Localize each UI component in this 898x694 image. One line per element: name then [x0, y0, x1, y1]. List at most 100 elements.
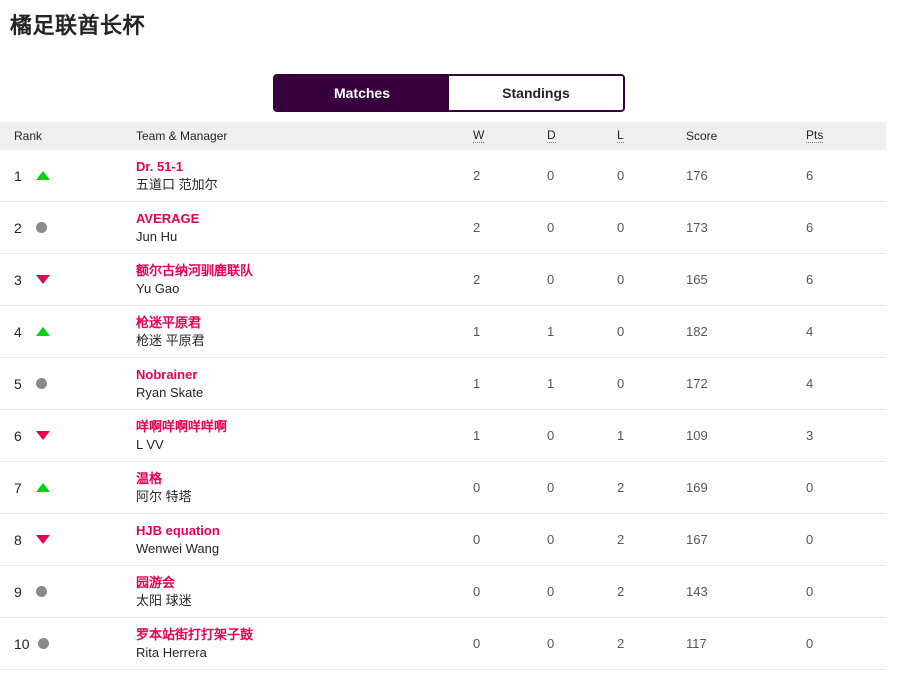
- team-manager-cell: 枪迷平原君 枪迷 平原君: [122, 306, 459, 357]
- team-name-link[interactable]: 额尔古纳河驯鹿联队: [136, 262, 254, 278]
- draws-cell: 1: [547, 376, 555, 391]
- losses-cell: 2: [617, 480, 625, 495]
- league-table-body: 1 Dr. 51-1 五道口 范加尔 2 0 0 176 6 2 AVERAGE…: [0, 150, 886, 670]
- rank-up-icon: [36, 171, 50, 180]
- draws-cell: 0: [547, 428, 555, 443]
- manager-name: 太阳 球迷: [136, 592, 192, 608]
- team-manager-cell: Nobrainer Ryan Skate: [122, 358, 459, 409]
- losses-cell: 2: [617, 584, 625, 599]
- losses-cell: 0: [617, 324, 625, 339]
- draws-cell: 0: [547, 532, 555, 547]
- view-tab-group: Matches Standings: [273, 74, 625, 112]
- rank-up-icon: [36, 327, 50, 336]
- team-manager-cell: HJB equation Wenwei Wang: [122, 514, 459, 565]
- losses-cell: 0: [617, 168, 625, 183]
- league-table: Rank Team & Manager W D L Score Pts 1 Dr…: [0, 122, 886, 670]
- table-row: 10 罗本站街打打架子鼓 Rita Herrera 0 0 2 117 0: [0, 618, 886, 670]
- tab-standings[interactable]: Standings: [449, 76, 623, 110]
- pts-cell: 0: [806, 532, 814, 547]
- column-header-pts: Pts: [806, 127, 824, 144]
- wins-cell: 0: [473, 584, 481, 599]
- rank-number: 4: [14, 323, 22, 340]
- wins-cell: 1: [473, 428, 481, 443]
- table-row: 1 Dr. 51-1 五道口 范加尔 2 0 0 176 6: [0, 150, 886, 202]
- rank-number: 10: [14, 635, 30, 652]
- rank-number: 2: [14, 219, 22, 236]
- rank-number: 1: [14, 167, 22, 184]
- rank-down-icon: [36, 431, 50, 440]
- pts-cell: 0: [806, 636, 814, 651]
- table-row: 3 额尔古纳河驯鹿联队 Yu Gao 2 0 0 165 6: [0, 254, 886, 306]
- pts-cell: 3: [806, 428, 814, 443]
- team-manager-cell: 罗本站街打打架子鼓 Rita Herrera: [122, 618, 459, 669]
- team-name-link[interactable]: AVERAGE: [136, 210, 200, 226]
- rank-number: 5: [14, 375, 22, 392]
- table-row: 5 Nobrainer Ryan Skate 1 1 0 172 4: [0, 358, 886, 410]
- team-manager-cell: 咩啊咩啊咩咩啊 L VV: [122, 410, 459, 461]
- losses-cell: 0: [617, 272, 625, 287]
- rank-cell: 5: [0, 358, 122, 409]
- rank-up-icon: [36, 483, 50, 492]
- column-header-draws: D: [547, 127, 556, 144]
- rank-number: 9: [14, 583, 22, 600]
- team-name-link[interactable]: 园游会: [136, 574, 176, 590]
- team-name-link[interactable]: 温格: [136, 470, 163, 486]
- manager-name: Ryan Skate: [136, 384, 204, 400]
- table-row: 6 咩啊咩啊咩咩啊 L VV 1 0 1 109 3: [0, 410, 886, 462]
- manager-name: 阿尔 特塔: [136, 488, 192, 504]
- table-row: 2 AVERAGE Jun Hu 2 0 0 173 6: [0, 202, 886, 254]
- rank-number: 3: [14, 271, 22, 288]
- team-name-link[interactable]: 咩啊咩啊咩咩啊: [136, 418, 228, 434]
- rank-cell: 7: [0, 462, 122, 513]
- table-header-row: Rank Team & Manager W D L Score Pts: [0, 122, 886, 150]
- pts-cell: 6: [806, 168, 814, 183]
- rank-number: 6: [14, 427, 22, 444]
- column-header-wins: W: [473, 127, 485, 144]
- team-manager-cell: 温格 阿尔 特塔: [122, 462, 459, 513]
- score-cell: 143: [686, 584, 708, 599]
- column-header-rank: Rank: [14, 129, 43, 143]
- draws-cell: 0: [547, 168, 555, 183]
- rank-down-icon: [36, 275, 50, 284]
- wins-cell: 1: [473, 324, 481, 339]
- rank-cell: 3: [0, 254, 122, 305]
- draws-cell: 0: [547, 636, 555, 651]
- rank-down-icon: [36, 535, 50, 544]
- score-cell: 117: [686, 636, 707, 651]
- team-manager-cell: AVERAGE Jun Hu: [122, 202, 459, 253]
- tab-matches[interactable]: Matches: [275, 76, 449, 110]
- team-name-link[interactable]: 罗本站街打打架子鼓: [136, 626, 254, 642]
- team-name-link[interactable]: HJB equation: [136, 522, 220, 538]
- team-name-link[interactable]: Nobrainer: [136, 366, 198, 382]
- page-title: 橘足联酋长杯: [10, 13, 146, 38]
- wins-cell: 1: [473, 376, 481, 391]
- draws-cell: 0: [547, 584, 555, 599]
- rank-same-icon: [36, 222, 47, 233]
- draws-cell: 0: [547, 480, 555, 495]
- manager-name: Jun Hu: [136, 228, 178, 244]
- team-name-link[interactable]: 枪迷平原君: [136, 314, 202, 330]
- wins-cell: 2: [473, 168, 481, 183]
- pts-cell: 0: [806, 480, 814, 495]
- score-cell: 169: [686, 480, 708, 495]
- pts-cell: 4: [806, 324, 814, 339]
- losses-cell: 1: [617, 428, 625, 443]
- score-cell: 165: [686, 272, 708, 287]
- team-name-link[interactable]: Dr. 51-1: [136, 158, 183, 174]
- rank-same-icon: [36, 586, 47, 597]
- column-header-score: Score: [686, 129, 718, 143]
- table-row: 4 枪迷平原君 枪迷 平原君 1 1 0 182 4: [0, 306, 886, 358]
- wins-cell: 0: [473, 636, 481, 651]
- losses-cell: 2: [617, 532, 625, 547]
- table-row: 8 HJB equation Wenwei Wang 0 0 2 167 0: [0, 514, 886, 566]
- manager-name: 五道口 范加尔: [136, 176, 218, 192]
- wins-cell: 2: [473, 272, 481, 287]
- rank-cell: 9: [0, 566, 122, 617]
- draws-cell: 1: [547, 324, 555, 339]
- score-cell: 167: [686, 532, 708, 547]
- team-manager-cell: 额尔古纳河驯鹿联队 Yu Gao: [122, 254, 459, 305]
- team-manager-cell: 园游会 太阳 球迷: [122, 566, 459, 617]
- rank-same-icon: [37, 638, 49, 649]
- wins-cell: 0: [473, 480, 481, 495]
- score-cell: 109: [686, 428, 708, 443]
